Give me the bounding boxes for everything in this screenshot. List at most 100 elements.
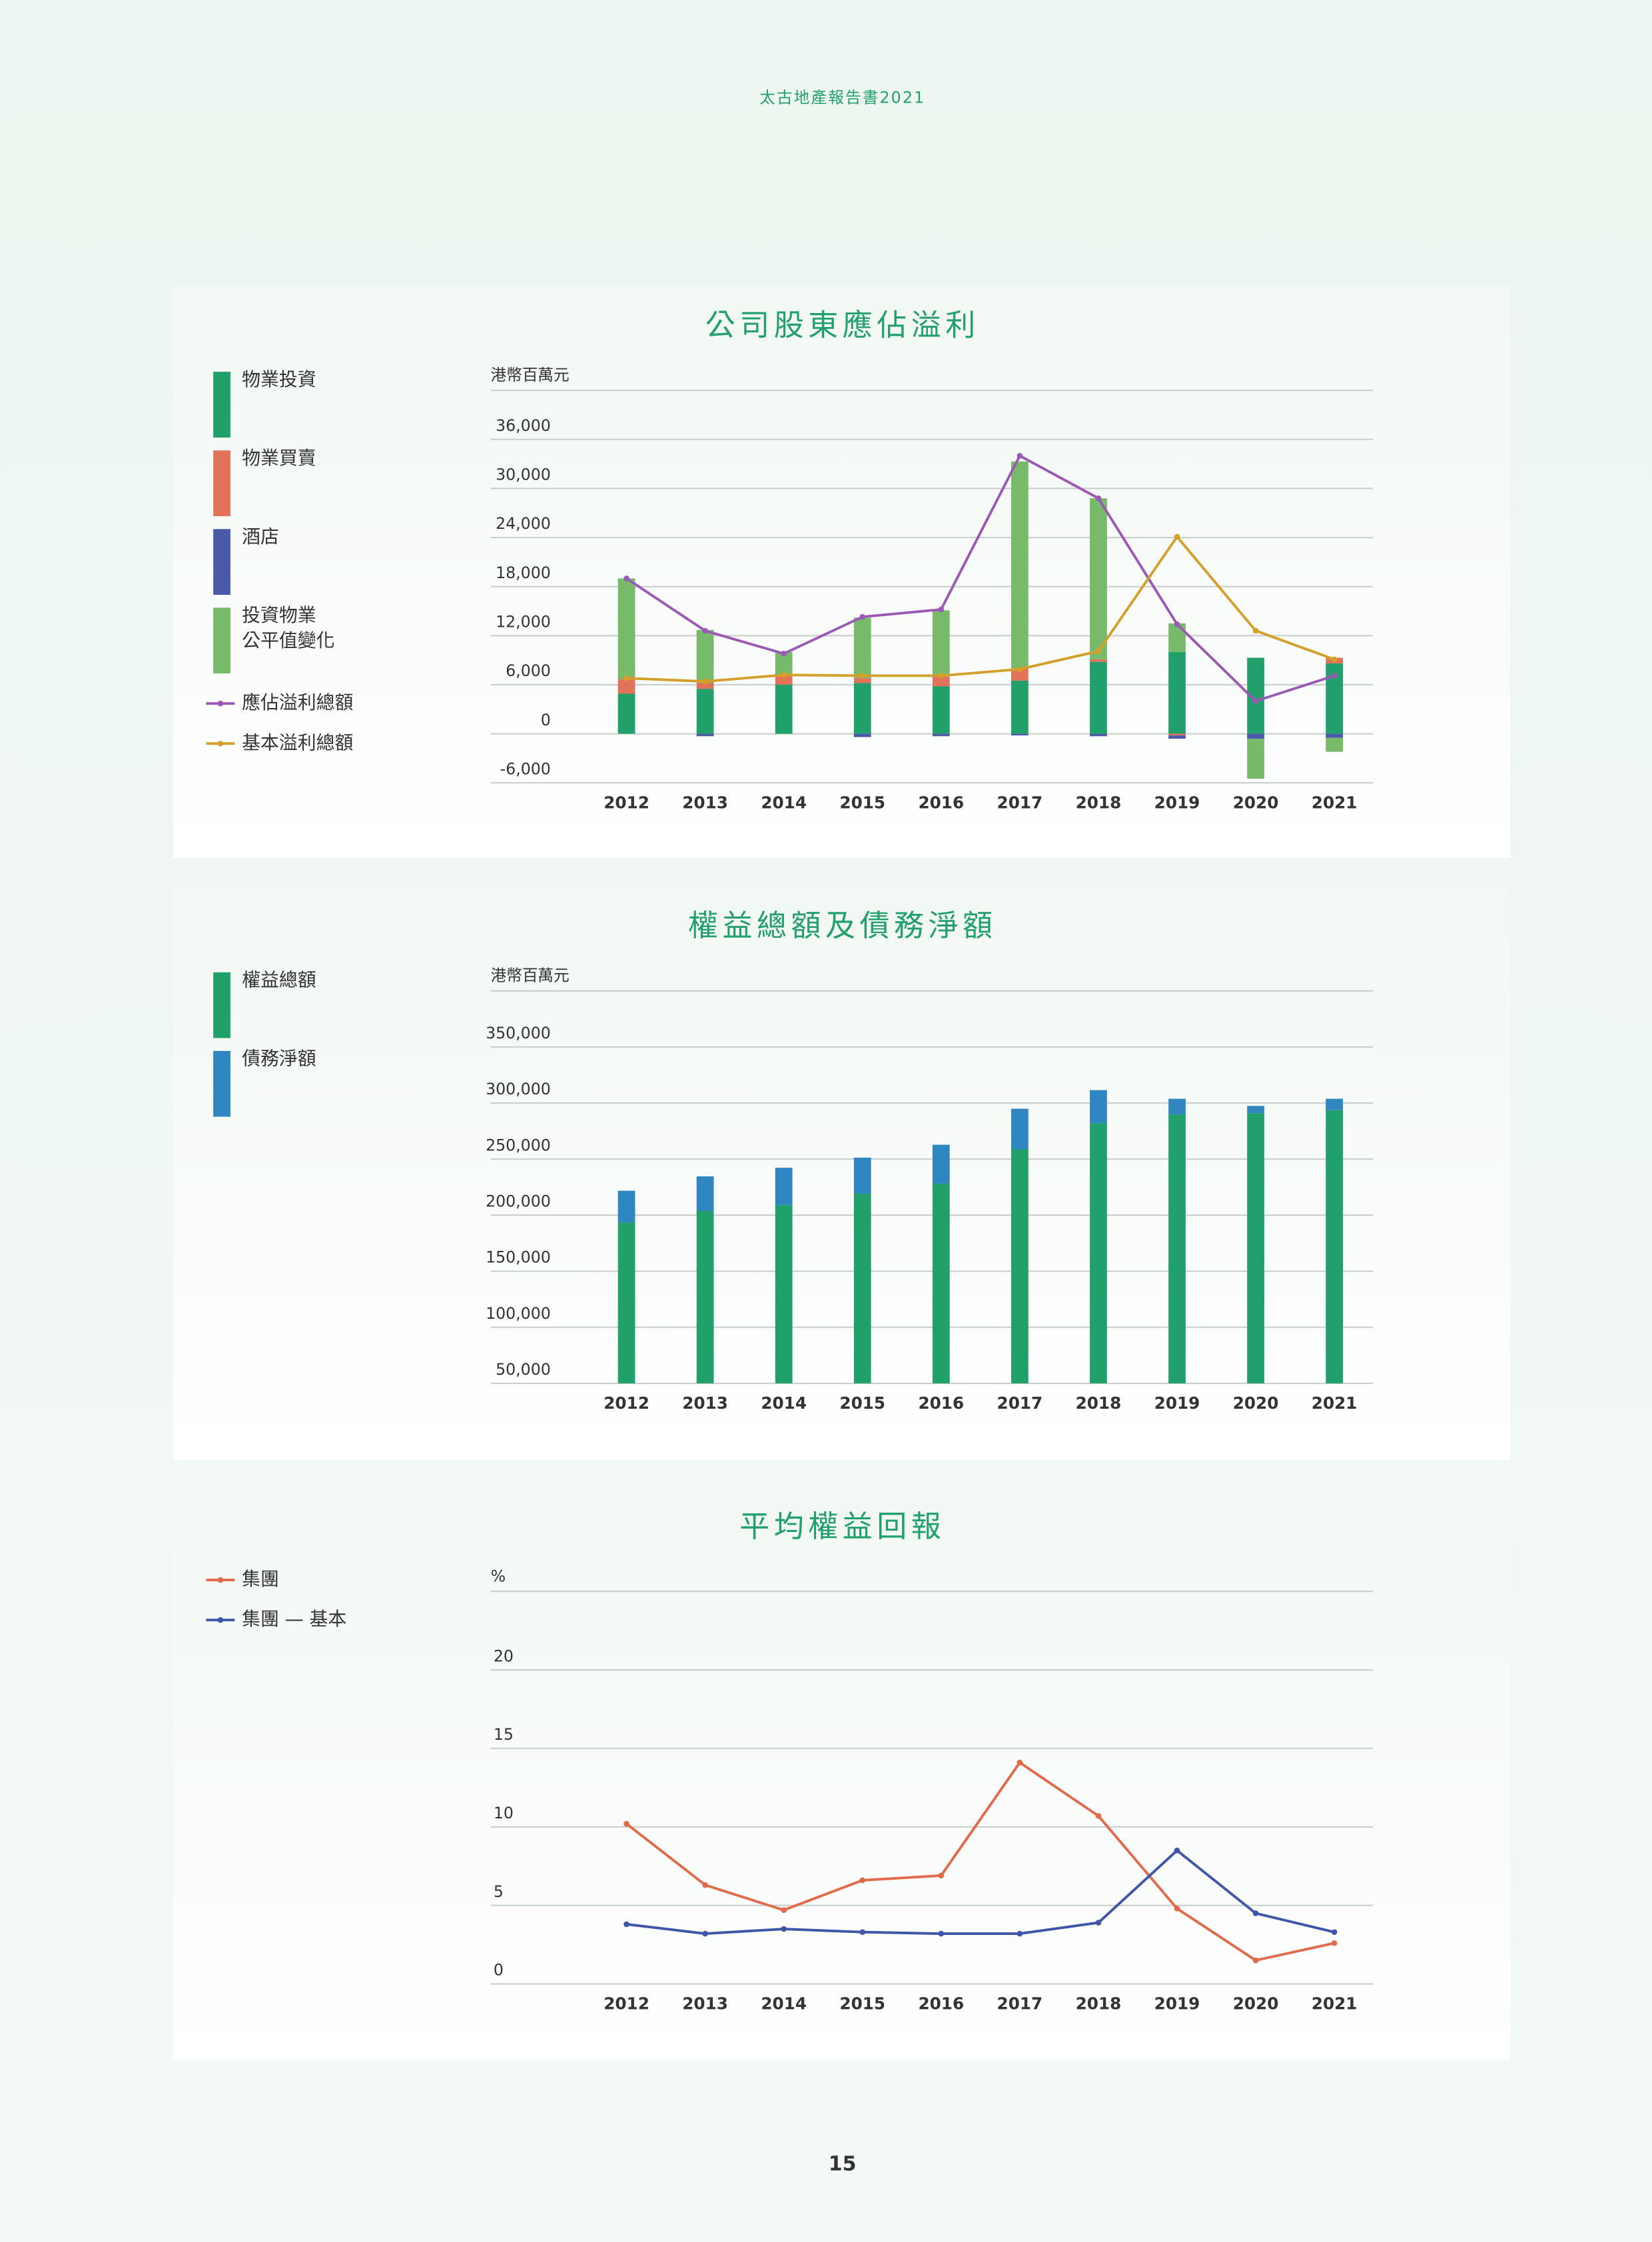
y-tick-label: 12,000 (496, 613, 551, 631)
x-tick-label: 2018 (1076, 1393, 1122, 1413)
x-tick-label: 2013 (682, 793, 728, 812)
bar (696, 1210, 714, 1383)
legend-label: 酒店 (242, 526, 279, 548)
y-tick-label: 150,000 (486, 1248, 551, 1267)
point (859, 673, 866, 679)
point (623, 675, 629, 681)
legend-swatch (213, 450, 230, 516)
x-tick-label: 2019 (1154, 793, 1200, 812)
line (625, 1760, 1335, 1962)
x-tick-label: 2018 (1076, 793, 1122, 812)
legend-label: 債務淨額 (242, 1048, 316, 1070)
bar (1326, 1110, 1344, 1383)
bar (618, 1222, 635, 1383)
bar (1168, 1114, 1186, 1383)
bar (618, 1190, 635, 1223)
chart-title: 平均權益回報 (739, 1509, 945, 1544)
x-tick-label: 2020 (1233, 1393, 1279, 1413)
point (938, 1930, 945, 1937)
point (1174, 1847, 1180, 1854)
bar (932, 1183, 950, 1383)
legend-dot (217, 1577, 224, 1583)
point (1017, 452, 1023, 459)
point (1095, 495, 1102, 502)
y-tick-label: 300,000 (486, 1080, 551, 1098)
x-tick-label: 2012 (604, 1393, 649, 1413)
bar (1011, 668, 1029, 681)
point (702, 1882, 708, 1888)
y-tick-label: 6,000 (506, 661, 551, 680)
bar (775, 675, 793, 685)
bar (853, 617, 871, 679)
bar (1168, 733, 1186, 736)
bar (696, 629, 714, 683)
y-tick-label: 200,000 (486, 1192, 551, 1211)
x-tick-label: 2013 (682, 1994, 728, 2014)
legend-swatch (213, 529, 230, 595)
x-tick-label: 2015 (839, 793, 885, 812)
legend-label: 基本溢利總額 (242, 731, 353, 753)
point (1252, 627, 1259, 634)
line (625, 454, 1335, 703)
legend-label: 物業投資 (242, 368, 316, 390)
bar (696, 733, 714, 737)
x-tick-label: 2019 (1154, 1994, 1200, 2014)
bar (932, 676, 950, 687)
bar (1090, 661, 1107, 734)
bar (775, 1205, 793, 1383)
point (1174, 621, 1180, 627)
y-tick-label: 350,000 (486, 1024, 551, 1042)
legend-label: 權益總額 (242, 969, 316, 991)
bar (1011, 1149, 1029, 1383)
chart-title: 權益總額及債務淨額 (688, 908, 997, 943)
point (938, 1872, 945, 1879)
bar (932, 610, 950, 677)
y-tick-label: 100,000 (486, 1304, 551, 1323)
bar (1090, 1090, 1107, 1124)
bar (1011, 461, 1029, 669)
bar (853, 678, 871, 683)
bar (618, 693, 635, 734)
point (1331, 1940, 1338, 1946)
point (1017, 1930, 1023, 1937)
legend-label: 集團 — 基本 (242, 1608, 346, 1630)
y-tick-label: 250,000 (486, 1136, 551, 1154)
point (938, 606, 945, 613)
point (859, 1877, 866, 1884)
point (702, 1930, 708, 1937)
x-tick-label: 2021 (1312, 793, 1358, 812)
point (1095, 1920, 1102, 1926)
legend-label: 投資物業公平值變化 (242, 604, 334, 651)
axis-unit: % (491, 1567, 506, 1585)
point (623, 575, 629, 581)
legend-label: 集團 (242, 1568, 279, 1590)
x-tick-label: 2014 (761, 1994, 807, 2014)
point (1252, 1910, 1259, 1916)
panel (173, 286, 1511, 859)
legend-dot (217, 700, 224, 707)
bar (1247, 1106, 1264, 1114)
y-tick-label: 36,000 (496, 416, 551, 435)
bar (1168, 623, 1186, 652)
legend-label: 物業買賣 (242, 447, 316, 469)
y-tick-label: 24,000 (496, 514, 551, 533)
x-tick-label: 2019 (1154, 1393, 1200, 1413)
point (1252, 1957, 1259, 1964)
x-tick-label: 2012 (604, 1994, 649, 2014)
chart-title: 公司股東應佔溢利 (705, 308, 980, 343)
bar (696, 689, 714, 734)
legend-dot (217, 1617, 224, 1623)
x-tick-label: 2016 (918, 793, 964, 812)
x-tick-label: 2013 (682, 1393, 728, 1413)
bar (775, 684, 793, 734)
bar (1168, 735, 1186, 739)
y-tick-label: 15 (494, 1725, 514, 1744)
header: 太古地產報告書2021 (759, 89, 925, 107)
y-tick-label: 5 (494, 1882, 504, 1901)
bar (932, 733, 950, 737)
x-tick-label: 2016 (918, 1393, 964, 1413)
x-tick-label: 2012 (604, 793, 649, 812)
point (1174, 1906, 1180, 1912)
x-tick-label: 2017 (997, 1994, 1043, 2014)
